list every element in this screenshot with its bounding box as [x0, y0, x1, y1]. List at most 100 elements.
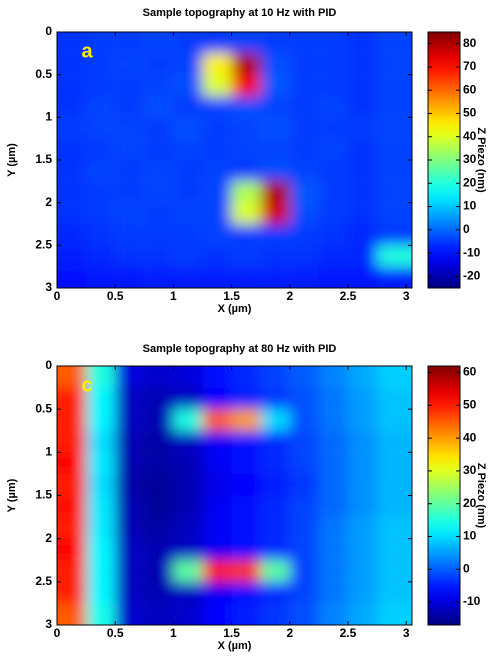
x-axis-label: X (µm): [218, 640, 252, 652]
heatmap-cell: [231, 117, 261, 139]
heatmap-cell: [377, 245, 412, 267]
heatmap-cell: [377, 452, 412, 474]
colorbar-tick-label: 10: [463, 199, 477, 213]
colorbar-tick-label: 10: [463, 529, 477, 543]
heatmap-cell: [86, 224, 116, 246]
heatmap-cell: [115, 266, 145, 288]
heatmap-cell: [318, 387, 348, 410]
colorbar-tick-label: 60: [463, 365, 477, 379]
heatmap-cell: [260, 495, 290, 518]
heatmap-cell: [173, 538, 203, 561]
heatmap-cell: [144, 560, 174, 582]
heatmap-cell: [173, 409, 203, 431]
heatmap-cell: [318, 430, 348, 453]
heatmap-cell: [347, 409, 378, 431]
heatmap-cell: [260, 160, 290, 182]
y-tick-label: 1: [45, 110, 52, 124]
heatmap-cell: [144, 538, 174, 561]
y-tick-label: 2: [45, 531, 52, 545]
heatmap-cell: [231, 430, 261, 453]
heatmap-cell: [377, 560, 412, 582]
heatmap-cell: [173, 32, 203, 54]
heatmap-cell: [86, 517, 116, 539]
heatmap-cell: [86, 581, 116, 604]
heatmap-cell: [57, 581, 87, 604]
heatmap-cell: [347, 117, 378, 139]
heatmap-cell: [231, 245, 261, 267]
heatmap-cell: [144, 138, 174, 160]
heatmap-cell: [318, 473, 348, 496]
heatmap-cell: [173, 266, 203, 288]
heatmap-cell: [86, 452, 116, 474]
heatmap-cell: [289, 32, 319, 54]
heatmap-cell: [144, 603, 174, 625]
y-tick-label: 0.5: [35, 401, 52, 415]
heatmap-cell: [377, 603, 412, 625]
heatmap-cell: [173, 387, 203, 410]
heatmap-cell: [231, 495, 261, 518]
heatmap-cell: [57, 430, 87, 453]
colorbar-tick-label: 40: [463, 129, 477, 143]
colorbar: [427, 365, 461, 626]
heatmap-cell: [377, 409, 412, 431]
heatmap-cell: [57, 96, 87, 118]
heatmap-cell: [289, 452, 319, 474]
heatmap-cell: [289, 117, 319, 139]
heatmap-cell: [347, 538, 378, 561]
y-tick-label: 2: [45, 195, 52, 209]
heatmap-cell: [318, 517, 348, 539]
colorbar: [427, 31, 461, 289]
heatmap-cell: [231, 138, 261, 160]
heatmap-cell: [115, 117, 145, 139]
y-axis-label: Y (µm): [6, 143, 18, 177]
heatmap-cell: [377, 538, 412, 561]
heatmap-cell: [318, 74, 348, 96]
heatmap-cell: [173, 96, 203, 118]
heatmap-cell: [86, 160, 116, 182]
heatmap-cell: [202, 224, 232, 246]
heatmap-cell: [115, 560, 145, 582]
heatmap-cell: [144, 517, 174, 539]
heatmap-cell: [173, 452, 203, 474]
heatmap-cell: [377, 387, 412, 410]
heatmap-cell: [86, 181, 116, 203]
heatmap-cell: [173, 366, 203, 388]
heatmap-cell: [173, 603, 203, 625]
heatmap-cell: [115, 32, 145, 54]
heatmap-cell: [289, 603, 319, 625]
colorbar-tick-label: 30: [463, 463, 477, 477]
heatmap-cell: [260, 266, 290, 288]
heatmap-cell: [289, 430, 319, 453]
heatmap-cell: [202, 96, 232, 118]
heatmap-cell: [86, 603, 116, 625]
heatmap-cell: [202, 495, 232, 518]
heatmap-cell: [318, 32, 348, 54]
heatmap-cell: [347, 138, 378, 160]
heatmap-cell: [347, 181, 378, 203]
heatmap-cell: [377, 53, 412, 75]
heatmap-cell: [57, 473, 87, 496]
heatmap-cell: [260, 452, 290, 474]
heatmap-cell: [347, 96, 378, 118]
heatmap-cell: [260, 517, 290, 539]
x-tick-label: 1: [170, 626, 177, 640]
heatmap-cell: [173, 245, 203, 267]
colorbar-tick-label: -10: [463, 594, 481, 608]
heatmap-cell: [115, 224, 145, 246]
x-tick-label: 3: [403, 289, 410, 303]
heatmap-cell: [202, 538, 232, 561]
colorbar-tick-label: 50: [463, 106, 477, 120]
heatmap-cell: [318, 495, 348, 518]
heatmap-cell: [173, 581, 203, 604]
x-axis-label: X (µm): [218, 303, 252, 315]
heatmap-cell: [202, 266, 232, 288]
colorbar-tick-label: 50: [463, 398, 477, 412]
heatmap-cell: [115, 96, 145, 118]
heatmap-cell: [115, 160, 145, 182]
x-tick-label: 1.5: [223, 289, 240, 303]
heatmap-cell: [57, 138, 87, 160]
heatmap-cell: [347, 74, 378, 96]
colorbar-tick-label: 40: [463, 430, 477, 444]
heatmap-cell: [144, 387, 174, 410]
x-tick-label: 2.5: [340, 626, 357, 640]
